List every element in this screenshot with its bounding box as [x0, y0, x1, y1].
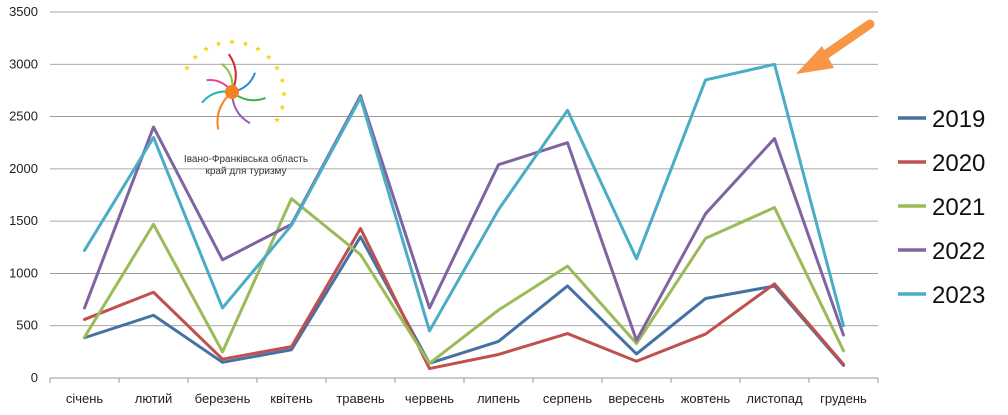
logo-line-1: Івано-Франківська область	[184, 153, 308, 165]
series-line-2021	[83, 197, 845, 365]
legend-label-2020: 2020	[932, 150, 985, 177]
legend-label-2019: 2019	[932, 106, 985, 133]
y-tick-label: 2500	[9, 109, 38, 124]
x-tick-label: липень	[477, 391, 520, 406]
x-tick-label: травень	[336, 391, 385, 406]
y-tick-label: 0	[31, 370, 38, 385]
logo-star-icon	[184, 65, 190, 71]
x-tick-label: січень	[66, 391, 104, 406]
y-tick-label: 3000	[9, 56, 38, 71]
logo-star-icon	[279, 104, 286, 110]
series-line-2020	[83, 226, 845, 371]
x-tick-label: лютий	[135, 391, 173, 406]
logo-star-icon	[192, 54, 199, 60]
x-tick-label: жовтень	[681, 391, 731, 406]
logo-star-icon	[242, 40, 249, 47]
grid-lines	[50, 11, 878, 379]
x-tick-label: червень	[405, 391, 454, 406]
y-axis-ticks: 0 500 1000 1500 2000 2500 3000 3500	[9, 4, 38, 385]
logo-line-2: край для туризму	[205, 166, 286, 177]
series-line-2022	[83, 94, 845, 342]
logo-star-icon	[229, 39, 235, 45]
legend-label-2022: 2022	[932, 238, 985, 265]
x-tick-label: грудень	[820, 391, 867, 406]
legend-label-2023: 2023	[932, 282, 985, 309]
logo-center-icon	[225, 85, 239, 99]
logo-star-icon	[215, 40, 222, 47]
logo-star-icon	[274, 65, 280, 71]
y-tick-label: 1500	[9, 213, 38, 228]
y-tick-label: 3500	[9, 4, 38, 19]
series-line-2019	[83, 235, 845, 367]
x-axis-ticks: січень лютий березень квітень травень червень…	[49, 378, 879, 406]
legend: 2019 2020 2021 2022 2023	[898, 106, 985, 309]
y-tick-label: 1000	[9, 265, 38, 280]
logo-star-icon	[274, 117, 280, 123]
logo-star-icon	[255, 46, 261, 52]
x-tick-label: березень	[195, 391, 251, 406]
logo-star-icon	[279, 77, 286, 83]
x-tick-label: листопад	[746, 391, 803, 406]
logo-star-icon	[265, 54, 272, 60]
logo-star-icon	[281, 91, 287, 97]
legend-label-2021: 2021	[932, 194, 985, 221]
x-tick-label: серпень	[543, 391, 592, 406]
logo: Івано-Франківська область край для туриз…	[184, 39, 308, 177]
series-lines	[83, 62, 845, 371]
highlight-arrow-icon	[796, 19, 875, 74]
logo-star-icon	[203, 46, 209, 52]
y-tick-label: 2000	[9, 161, 38, 176]
x-tick-label: квітень	[270, 391, 313, 406]
x-tick-label: вересень	[608, 391, 664, 406]
logo-stars-arc	[184, 39, 287, 123]
series-line-2023	[83, 62, 845, 333]
y-tick-label: 500	[16, 318, 38, 333]
